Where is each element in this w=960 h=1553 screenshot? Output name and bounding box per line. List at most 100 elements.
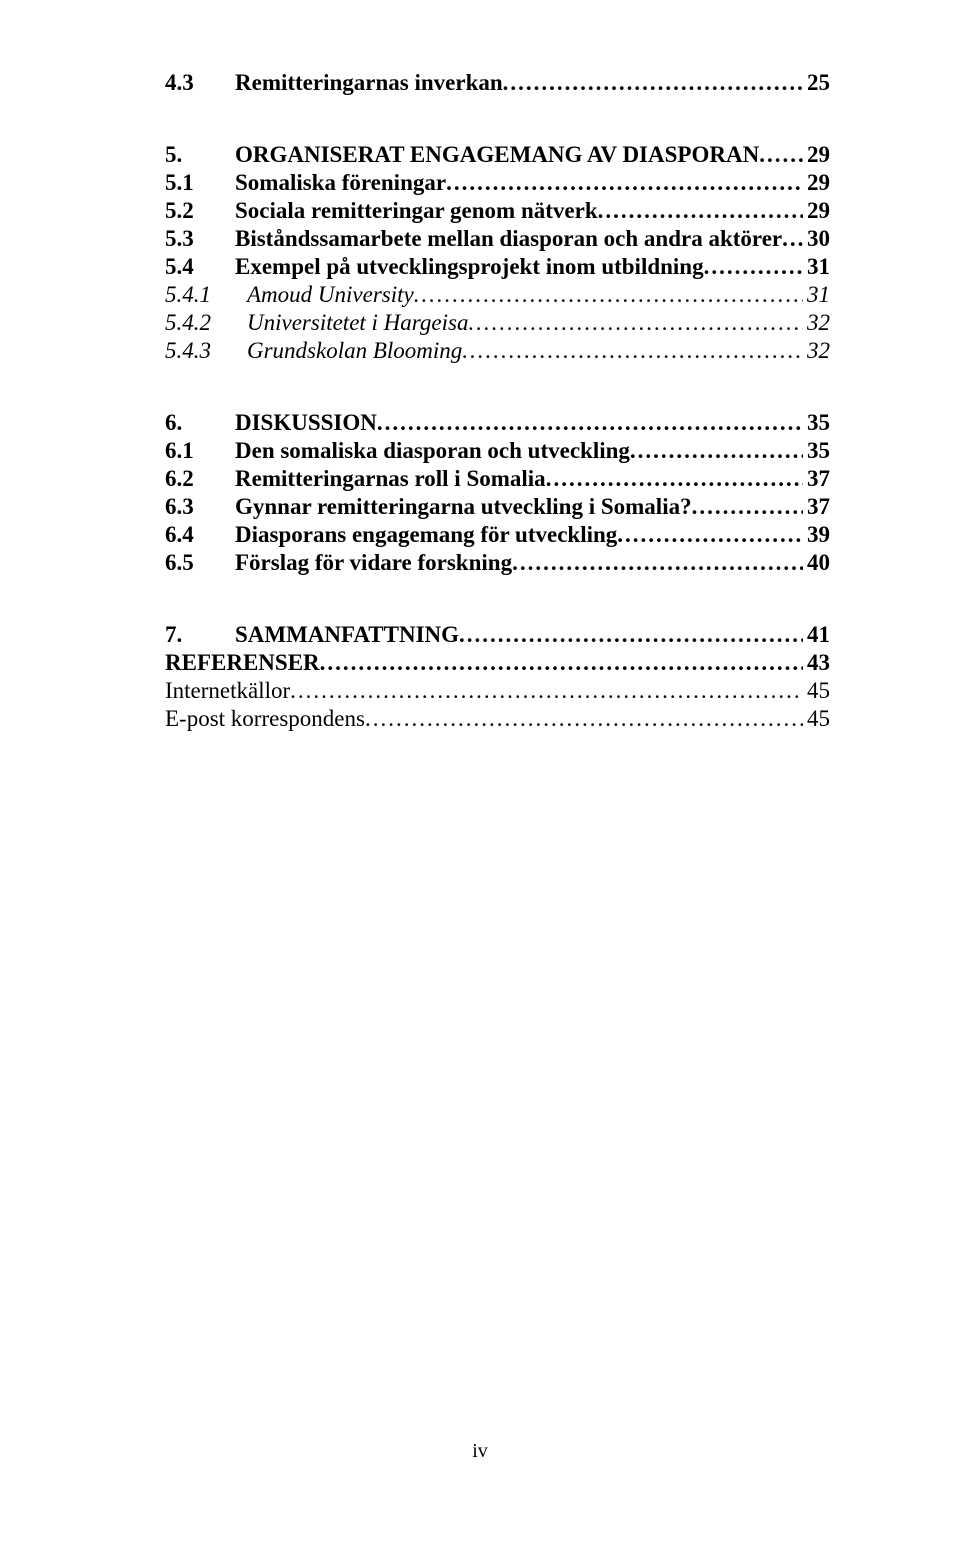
toc-label: 5.1Somaliska föreningar [165,170,446,196]
dot-leader [365,706,803,732]
toc-entry: 5.4.2Universitetet i Hargeisa 32 [165,310,830,336]
dot-leader [704,254,803,280]
dot-leader [459,622,803,648]
toc-title: Biståndssamarbete mellan diasporan och a… [235,226,782,251]
toc-page: 39 [803,522,830,548]
toc-label: 6.4Diasporans engagemang för utveckling [165,522,617,548]
dot-leader [290,678,803,704]
toc-entry: 6.3Gynnar remitteringarna utveckling i S… [165,494,830,520]
dot-leader [320,650,803,676]
toc-entry: 5.ORGANISERAT ENGAGEMANG AV DIASPORAN 29 [165,142,830,168]
toc-title: Gynnar remitteringarna utveckling i Soma… [235,494,692,519]
toc-label: 4.3Remitteringarnas inverkan [165,70,503,96]
toc-page: 40 [803,550,830,576]
toc-page: 35 [803,438,830,464]
toc-number: 5.4.2 [165,310,247,336]
toc-label: 5.2Sociala remitteringar genom nätverk [165,198,598,224]
toc-page: 31 [803,254,830,280]
refs-title: REFERENSER [165,650,320,675]
references-section: REFERENSER43Internetkällor45E-post korre… [165,650,830,732]
toc-label: 5.4.1Amoud University [165,282,414,308]
toc-title: Den somaliska diasporan och utveckling [235,438,630,463]
toc-entry: 4.3Remitteringarnas inverkan 25 [165,70,830,96]
toc-entry: 5.4Exempel på utvecklingsprojekt inom ut… [165,254,830,280]
toc-label: 5.4.3Grundskolan Blooming [165,338,462,364]
toc-page: 25 [803,70,830,96]
toc-label: 6.DISKUSSION [165,410,377,436]
refs-title: Internetkällor [165,678,290,703]
toc-label: 5.4Exempel på utvecklingsprojekt inom ut… [165,254,704,280]
toc-title: Grundskolan Blooming [247,338,462,363]
toc-number: 5.4 [165,254,235,280]
toc-number: 6. [165,410,235,436]
dot-leader [512,550,803,576]
toc-page: 37 [803,494,830,520]
refs-entry: E-post korrespondens 45 [165,706,830,732]
document-page: 4.3Remitteringarnas inverkan 25 5.ORGANISE… [0,0,960,1553]
toc-page: 29 [803,198,830,224]
toc-number: 4.3 [165,70,235,96]
toc-number: 7. [165,622,235,648]
toc-page: 32 [803,310,830,336]
refs-entry: Internetkällor45 [165,678,830,704]
table-of-contents: 4.3Remitteringarnas inverkan 25 5.ORGANISE… [165,70,830,648]
toc-page: 32 [803,338,830,364]
toc-title: Amoud University [247,282,414,307]
toc-title: DISKUSSION [235,410,377,435]
toc-page: 31 [803,282,830,308]
toc-title: Sociala remitteringar genom nätverk [235,198,598,223]
toc-number: 6.3 [165,494,235,520]
toc-label: 6.2Remitteringarnas roll i Somalia [165,466,546,492]
toc-entry: 5.2Sociala remitteringar genom nätverk 29 [165,198,830,224]
toc-entry: 6.DISKUSSION 35 [165,410,830,436]
toc-entry: 5.4.3Grundskolan Blooming 32 [165,338,830,364]
refs-label: E-post korrespondens [165,706,365,732]
dot-leader [546,466,803,492]
dot-leader [692,494,803,520]
dot-leader [759,142,803,168]
toc-entry: 7.SAMMANFATTNING41 [165,622,830,648]
toc-page: 30 [803,226,830,252]
dot-leader [617,522,803,548]
toc-title: SAMMANFATTNING [235,622,459,647]
toc-title: Diasporans engagemang för utveckling [235,522,617,547]
toc-title: Remitteringarnas roll i Somalia [235,466,546,491]
dot-leader [503,70,803,96]
toc-number: 6.2 [165,466,235,492]
toc-label: 5.3Biståndssamarbete mellan diasporan oc… [165,226,782,252]
toc-number: 6.5 [165,550,235,576]
dot-leader [598,198,803,224]
toc-number: 5.1 [165,170,235,196]
toc-page: 37 [803,466,830,492]
toc-number: 5.3 [165,226,235,252]
toc-page: 29 [803,142,830,168]
toc-label: 5.ORGANISERAT ENGAGEMANG AV DIASPORAN [165,142,759,168]
dot-leader [377,410,803,436]
toc-title: Universitetet i Hargeisa [247,310,468,335]
toc-entry: 6.4Diasporans engagemang för utveckling 3… [165,522,830,548]
toc-entry: 5.1Somaliska föreningar 29 [165,170,830,196]
refs-page: 43 [803,650,830,676]
dot-leader [630,438,803,464]
toc-number: 6.1 [165,438,235,464]
toc-label: 6.5Förslag för vidare forskning [165,550,512,576]
toc-entry: 6.5Förslag för vidare forskning 40 [165,550,830,576]
toc-number: 6.4 [165,522,235,548]
refs-page: 45 [803,706,830,732]
toc-page: 29 [803,170,830,196]
toc-label: 6.3Gynnar remitteringarna utveckling i S… [165,494,692,520]
dot-leader [468,310,803,336]
toc-entry: 5.4.1Amoud University 31 [165,282,830,308]
toc-page: 35 [803,410,830,436]
toc-number: 5.2 [165,198,235,224]
dot-leader [782,226,803,252]
toc-title: Förslag för vidare forskning [235,550,512,575]
refs-label: REFERENSER [165,650,320,676]
toc-number: 5.4.1 [165,282,247,308]
toc-label: 6.1Den somaliska diasporan och utvecklin… [165,438,630,464]
toc-title: Remitteringarnas inverkan [235,70,503,95]
refs-entry: REFERENSER 43 [165,650,830,676]
toc-label: 5.4.2Universitetet i Hargeisa [165,310,468,336]
toc-number: 5. [165,142,235,168]
toc-title: Somaliska föreningar [235,170,446,195]
